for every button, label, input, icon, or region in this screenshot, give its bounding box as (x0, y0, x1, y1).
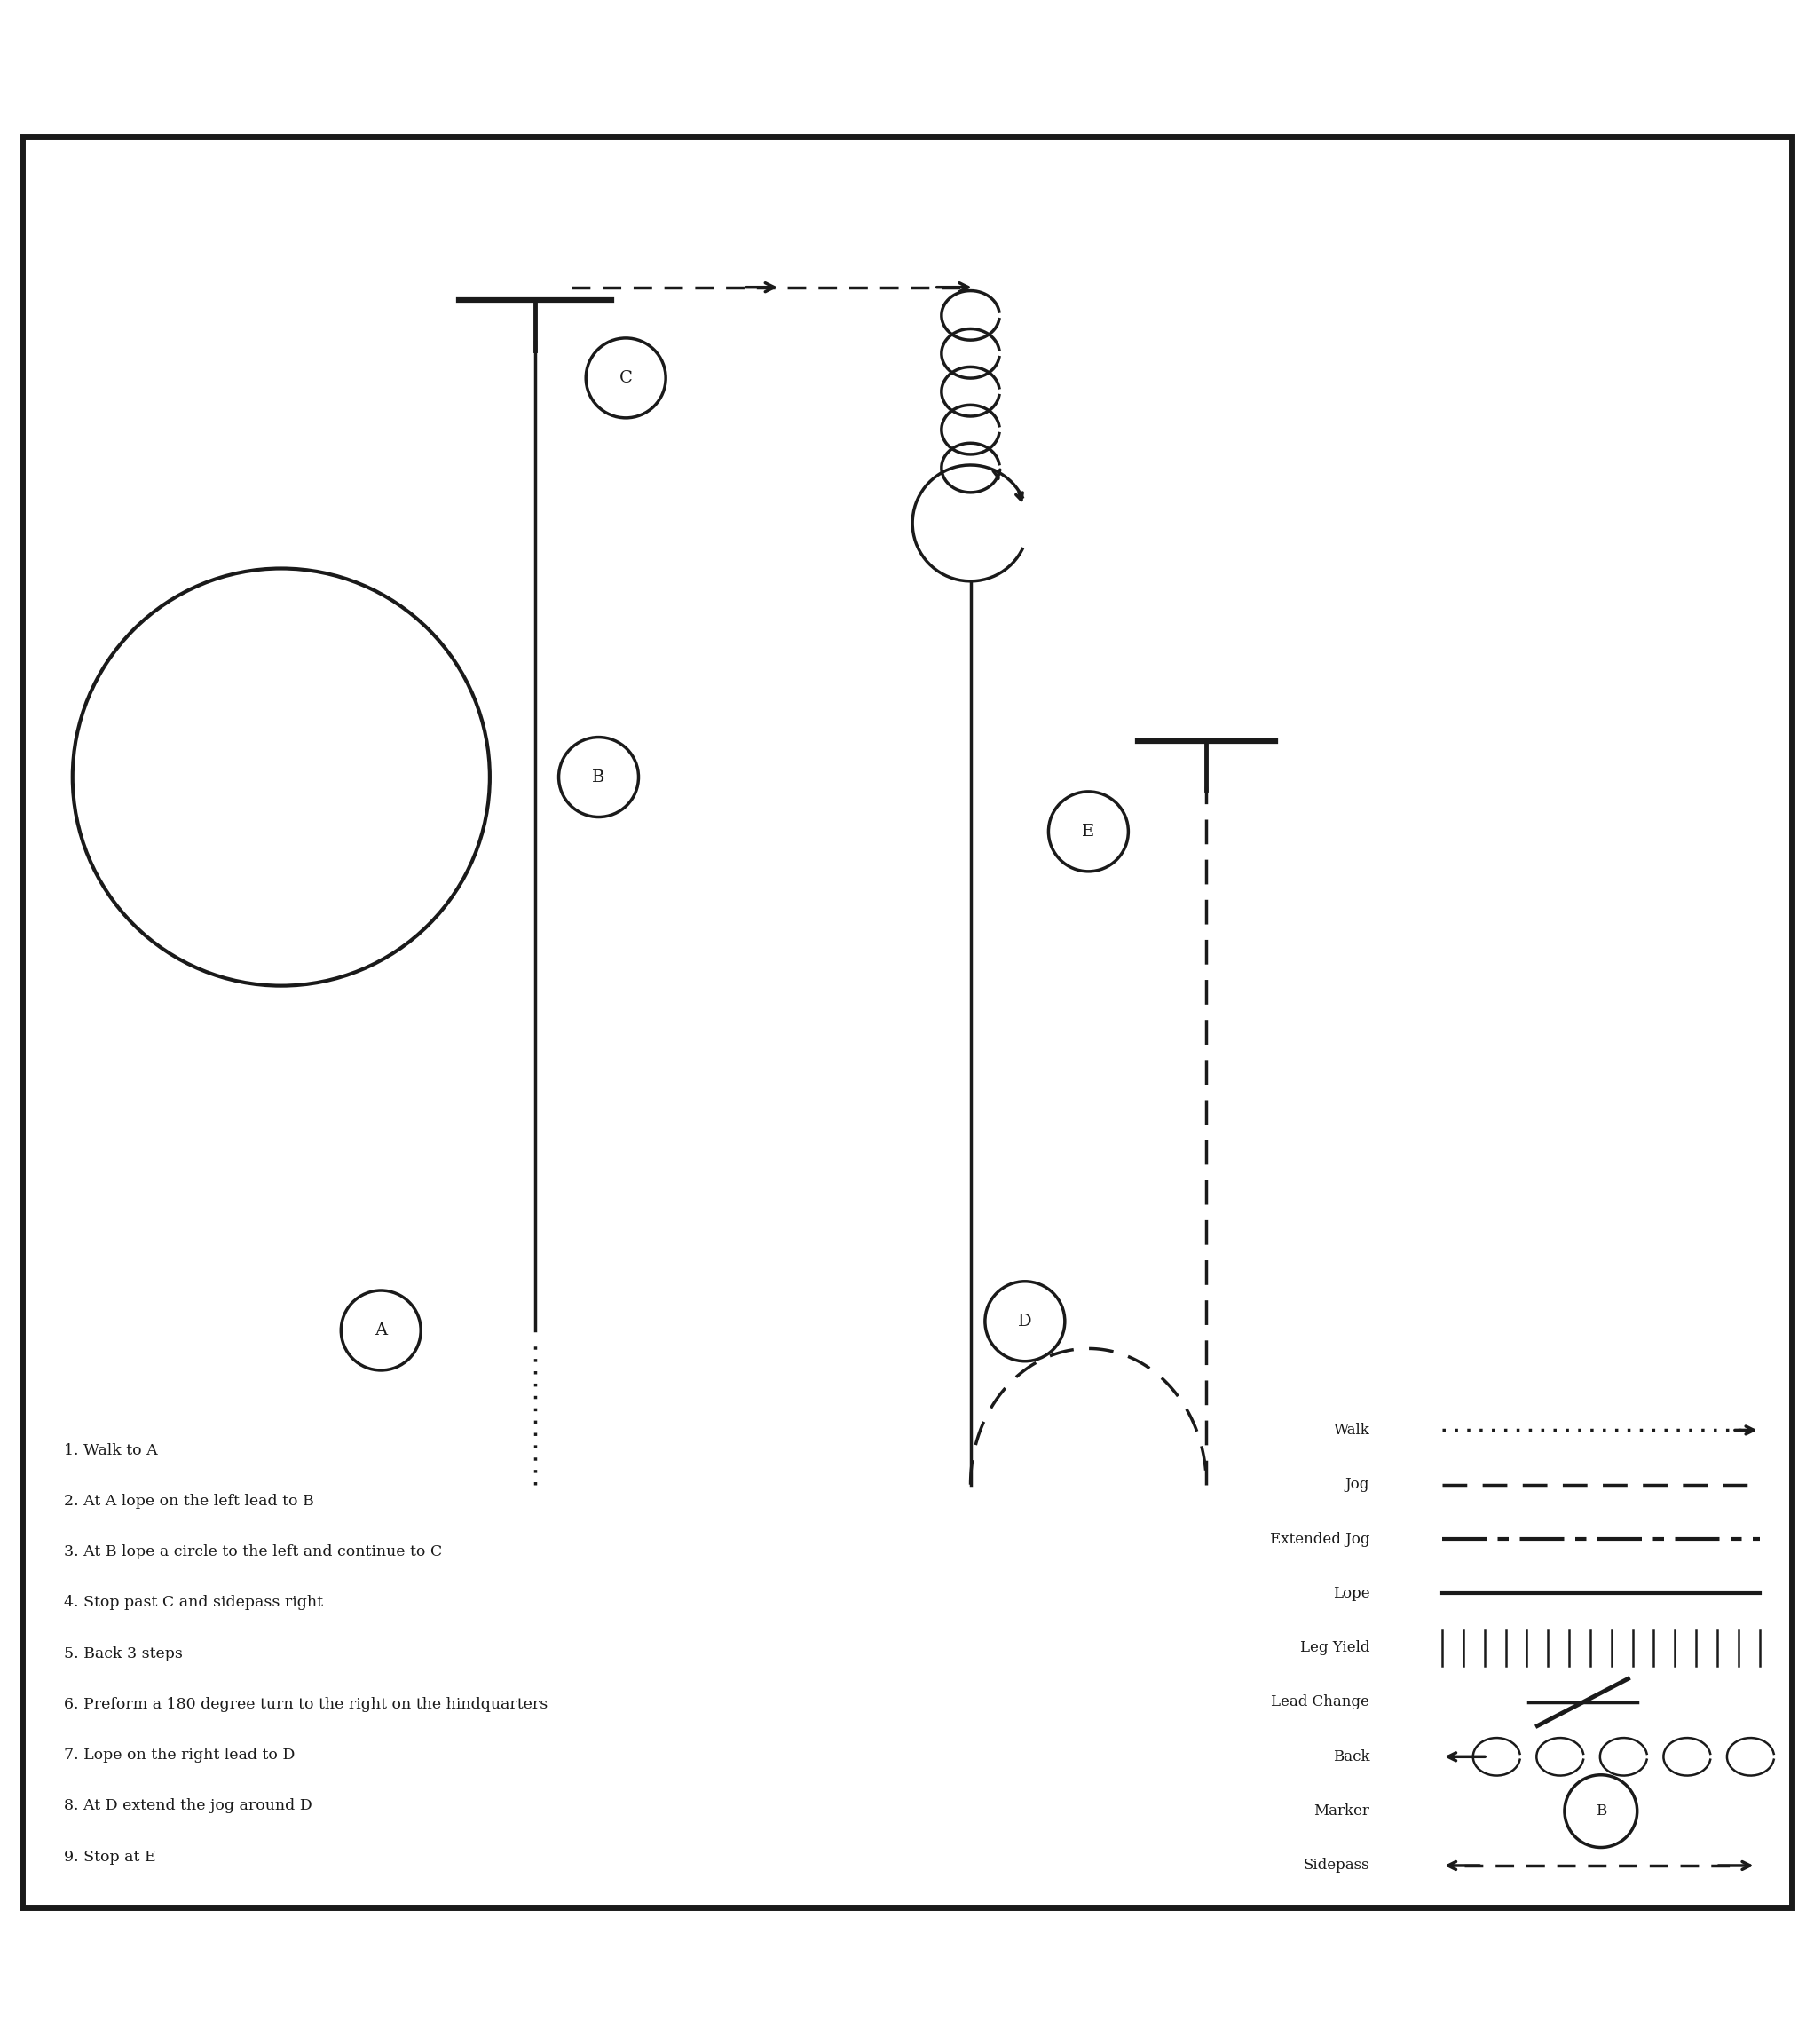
Text: Sidepass: Sidepass (1302, 1858, 1370, 1872)
Text: Back: Back (1333, 1750, 1370, 1764)
Text: 2. At A lope on the left lead to B: 2. At A lope on the left lead to B (63, 1494, 314, 1508)
Text: D: D (1018, 1314, 1032, 1329)
Text: Marker: Marker (1313, 1803, 1370, 1819)
Text: B: B (591, 769, 606, 785)
Text: 5. Back 3 steps: 5. Back 3 steps (63, 1645, 181, 1662)
Text: B: B (1596, 1803, 1605, 1819)
Text: 8. At D extend the jog around D: 8. At D extend the jog around D (63, 1799, 312, 1813)
Text: Leg Yield: Leg Yield (1301, 1641, 1370, 1656)
Text: A: A (375, 1322, 386, 1339)
Text: Lope: Lope (1333, 1586, 1370, 1600)
Text: Extended Jog: Extended Jog (1270, 1531, 1370, 1547)
Text: Lead Change: Lead Change (1272, 1694, 1370, 1711)
Text: C: C (619, 370, 633, 386)
Text: 1. Walk to A: 1. Walk to A (63, 1443, 158, 1457)
Text: 4. Stop past C and sidepass right: 4. Stop past C and sidepass right (63, 1594, 323, 1611)
Text: 9. Stop at E: 9. Stop at E (63, 1850, 156, 1864)
Text: E: E (1083, 824, 1094, 840)
Text: Jog: Jog (1346, 1478, 1370, 1492)
Text: Walk: Walk (1333, 1423, 1370, 1437)
Text: 7. Lope on the right lead to D: 7. Lope on the right lead to D (63, 1748, 294, 1762)
Text: 3. At B lope a circle to the left and continue to C: 3. At B lope a circle to the left and co… (63, 1545, 443, 1560)
Text: 6. Preform a 180 degree turn to the right on the hindquarters: 6. Preform a 180 degree turn to the righ… (63, 1697, 548, 1713)
